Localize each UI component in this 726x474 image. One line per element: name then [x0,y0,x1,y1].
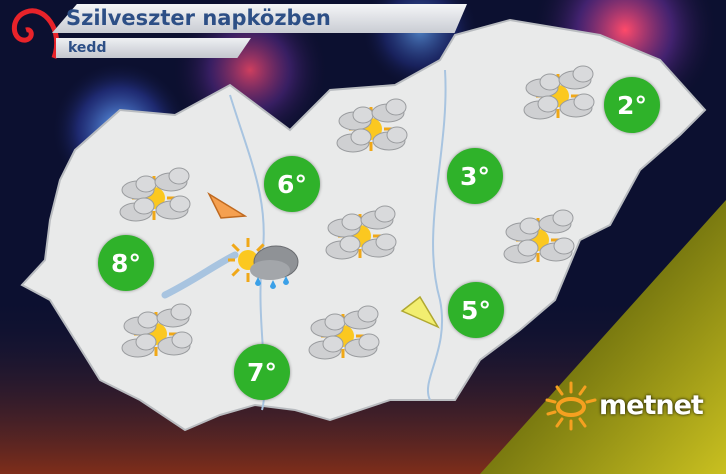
wind-arrow-icon [400,295,440,329]
partly-cloudy-icon [325,205,397,260]
ornament-logo [11,8,60,59]
sun-cloud-rain-icon [228,238,299,289]
partly-cloudy-icon [308,305,380,360]
partly-cloudy-icon [523,65,595,120]
partly-cloudy-icon [336,98,408,153]
temperature-badge: 5° [448,282,504,338]
partly-cloudy-icon [503,209,575,264]
partly-cloudy-icon [121,303,193,358]
partly-cloudy-icon [119,167,191,222]
day-label: kedd [68,40,107,56]
metnet-logo-text: metnet [599,390,704,421]
tisza-river [427,69,447,401]
metnet-sun-logo-icon [545,381,597,431]
title-bar [52,4,467,33]
subtitle-bar [56,38,251,58]
temperature-badge: 2° [604,77,660,133]
wind-arrow-icon [207,191,247,219]
temperature-badge: 6° [264,156,320,212]
temperature-badge: 7° [234,344,290,400]
page-title: Szilveszter napközben [66,6,331,30]
lake-balaton [161,251,239,299]
temperature-badge: 3° [447,148,503,204]
temperature-badge: 8° [98,235,154,291]
